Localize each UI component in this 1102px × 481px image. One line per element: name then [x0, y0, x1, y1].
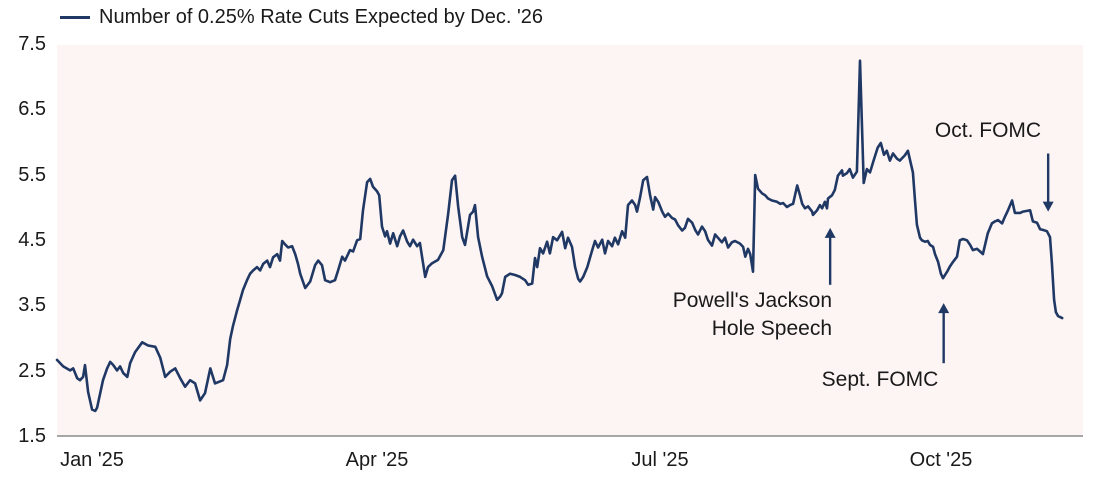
y-tick-label: 6.5 [18, 98, 46, 120]
legend-line-swatch [60, 16, 90, 19]
y-tick-label: 4.5 [18, 229, 46, 251]
y-tick-label: 7.5 [18, 33, 46, 55]
annotation-jackson-hole: Powell's Jackson Hole Speech [673, 287, 832, 343]
x-tick-label-oct: Oct '25 [909, 449, 973, 471]
legend-label: Number of 0.25% Rate Cuts Expected by De… [99, 6, 544, 28]
annotation-sept-fomc-text: Sept. FOMC [821, 368, 939, 391]
y-tick-label: 1.5 [18, 425, 46, 447]
annotation-oct-fomc: Oct. FOMC [935, 117, 1041, 145]
jackson-hole-arrow-icon [824, 227, 836, 285]
x-tick-label-jul: Jul '25 [631, 449, 689, 471]
annotation-sept-fomc: Sept. FOMC [822, 366, 939, 394]
legend: Number of 0.25% Rate Cuts Expected by De… [60, 6, 543, 29]
annotation-jackson-hole-line2: Hole Speech [711, 317, 832, 340]
rate-cuts-series-line [55, 59, 1064, 413]
oct-fomc-arrow-icon [1042, 153, 1054, 212]
x-tick-label-jan: Jan '25 [60, 449, 124, 471]
annotation-jackson-hole-line1: Powell's Jackson [672, 289, 832, 312]
y-tick-label: 2.5 [18, 360, 46, 382]
x-tick-label-apr: Apr '25 [345, 449, 409, 471]
y-tick-label: 5.5 [18, 164, 46, 186]
sept-fomc-arrow-icon [938, 303, 950, 364]
y-tick-label: 3.5 [18, 294, 46, 316]
annotation-oct-fomc-text: Oct. FOMC [934, 119, 1042, 142]
